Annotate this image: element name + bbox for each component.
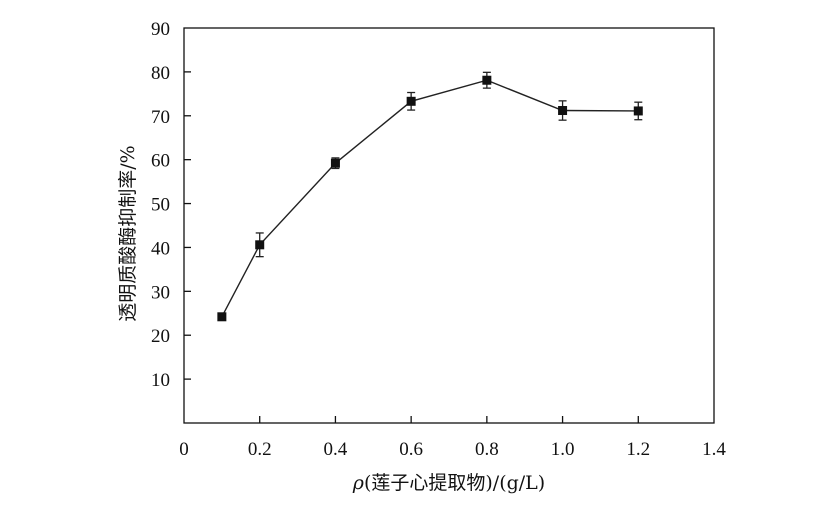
chart-plot-area (217, 71, 643, 322)
x-tick-label: 1.4 (702, 439, 726, 460)
x-tick-label: 0.4 (324, 439, 348, 460)
data-point (406, 96, 416, 106)
x-tick-label: 0.2 (248, 439, 272, 460)
x-tick-label: 0.8 (475, 439, 499, 460)
series-line (221, 79, 639, 318)
plot-frame (183, 27, 715, 424)
y-tick-label: 80 (151, 63, 170, 84)
data-point (558, 106, 568, 116)
x-tick-label: 1.0 (551, 439, 575, 460)
y-tick-label: 20 (151, 326, 170, 347)
x-tick-label: 0.6 (399, 439, 423, 460)
data-point (217, 312, 227, 322)
data-point (330, 158, 340, 168)
data-point (633, 106, 643, 116)
chart-axes (183, 27, 715, 424)
y-tick-label: 10 (151, 370, 170, 391)
y-tick-label: 60 (151, 151, 170, 172)
x-axis-title-symbol: ρ (352, 472, 365, 494)
x-axis-title: ρ(莲子心提取物)/(g/L) (352, 472, 545, 494)
x-axis-title-text: (莲子心提取物)/(g/L) (364, 472, 545, 494)
y-tick-label: 30 (151, 282, 170, 303)
data-point (482, 75, 492, 85)
y-axis-title: 透明质酸酶抑制率/% (117, 145, 139, 321)
x-tick-label: 1.2 (626, 439, 650, 460)
y-tick-label: 40 (151, 238, 170, 259)
chart-ticks: 0 0.2 0.4 0.6 0.8 1.0 1.2 1.4 10 20 30 40 50 60 70 80 90 (151, 19, 726, 460)
data-point (255, 240, 265, 250)
y-tick-label: 90 (151, 19, 170, 40)
y-tick-label: 50 (151, 195, 170, 216)
x-tick-label: 0 (179, 439, 189, 460)
y-tick-label: 70 (151, 107, 170, 128)
